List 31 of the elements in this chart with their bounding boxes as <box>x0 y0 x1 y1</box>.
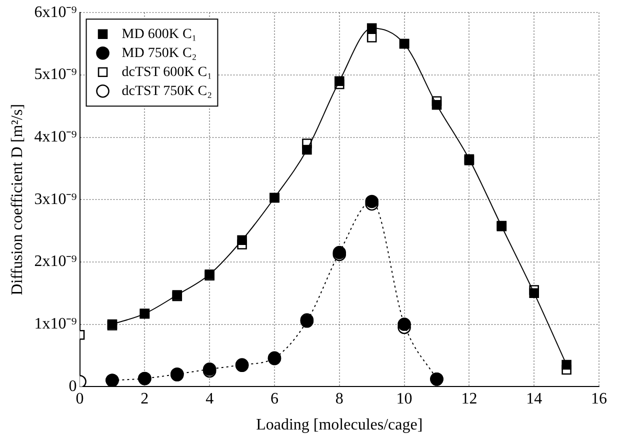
x-tick-label: 12 <box>461 390 478 408</box>
y-tick-label: 1x10⁻⁹ <box>34 315 78 332</box>
x-tick-label: 10 <box>396 390 412 408</box>
y-axis-title: Diffusion coefficient D [m²/s] <box>8 104 26 296</box>
point <box>562 360 572 370</box>
x-tick-label: 8 <box>335 390 344 408</box>
legend-label: dcTST 750K C₂ <box>122 84 212 99</box>
point <box>237 235 247 246</box>
point <box>334 76 344 86</box>
point <box>398 318 411 331</box>
y-tick-label: 4x10⁻⁹ <box>34 128 78 146</box>
point <box>366 32 377 42</box>
x-tick-label: 2 <box>140 390 149 408</box>
y-tick-label: 2x10⁻⁹ <box>34 253 78 270</box>
legend-label: MD 750K C₂ <box>122 46 197 61</box>
y-tick-label: 0 <box>68 378 77 395</box>
point <box>529 288 539 298</box>
y-tick-label: 6x10⁻⁹ <box>34 4 78 21</box>
point <box>432 100 442 110</box>
point <box>302 144 312 155</box>
x-tick-label: 4 <box>206 390 214 408</box>
point <box>365 194 378 208</box>
x-tick-label: 6 <box>270 390 278 408</box>
y-tick-label: 3x10⁻⁹ <box>34 190 78 208</box>
legend-label: MD 600K C₁ <box>122 26 197 42</box>
legend-label: dcTST 600K C₁ <box>122 64 212 80</box>
x-tick-label: 14 <box>526 390 542 408</box>
x-tick-label: 16 <box>591 390 607 408</box>
y-tick-label: 5x10⁻⁹ <box>34 66 78 84</box>
point <box>366 23 377 34</box>
x-axis-title: Loading [molecules/cage] <box>256 416 423 434</box>
